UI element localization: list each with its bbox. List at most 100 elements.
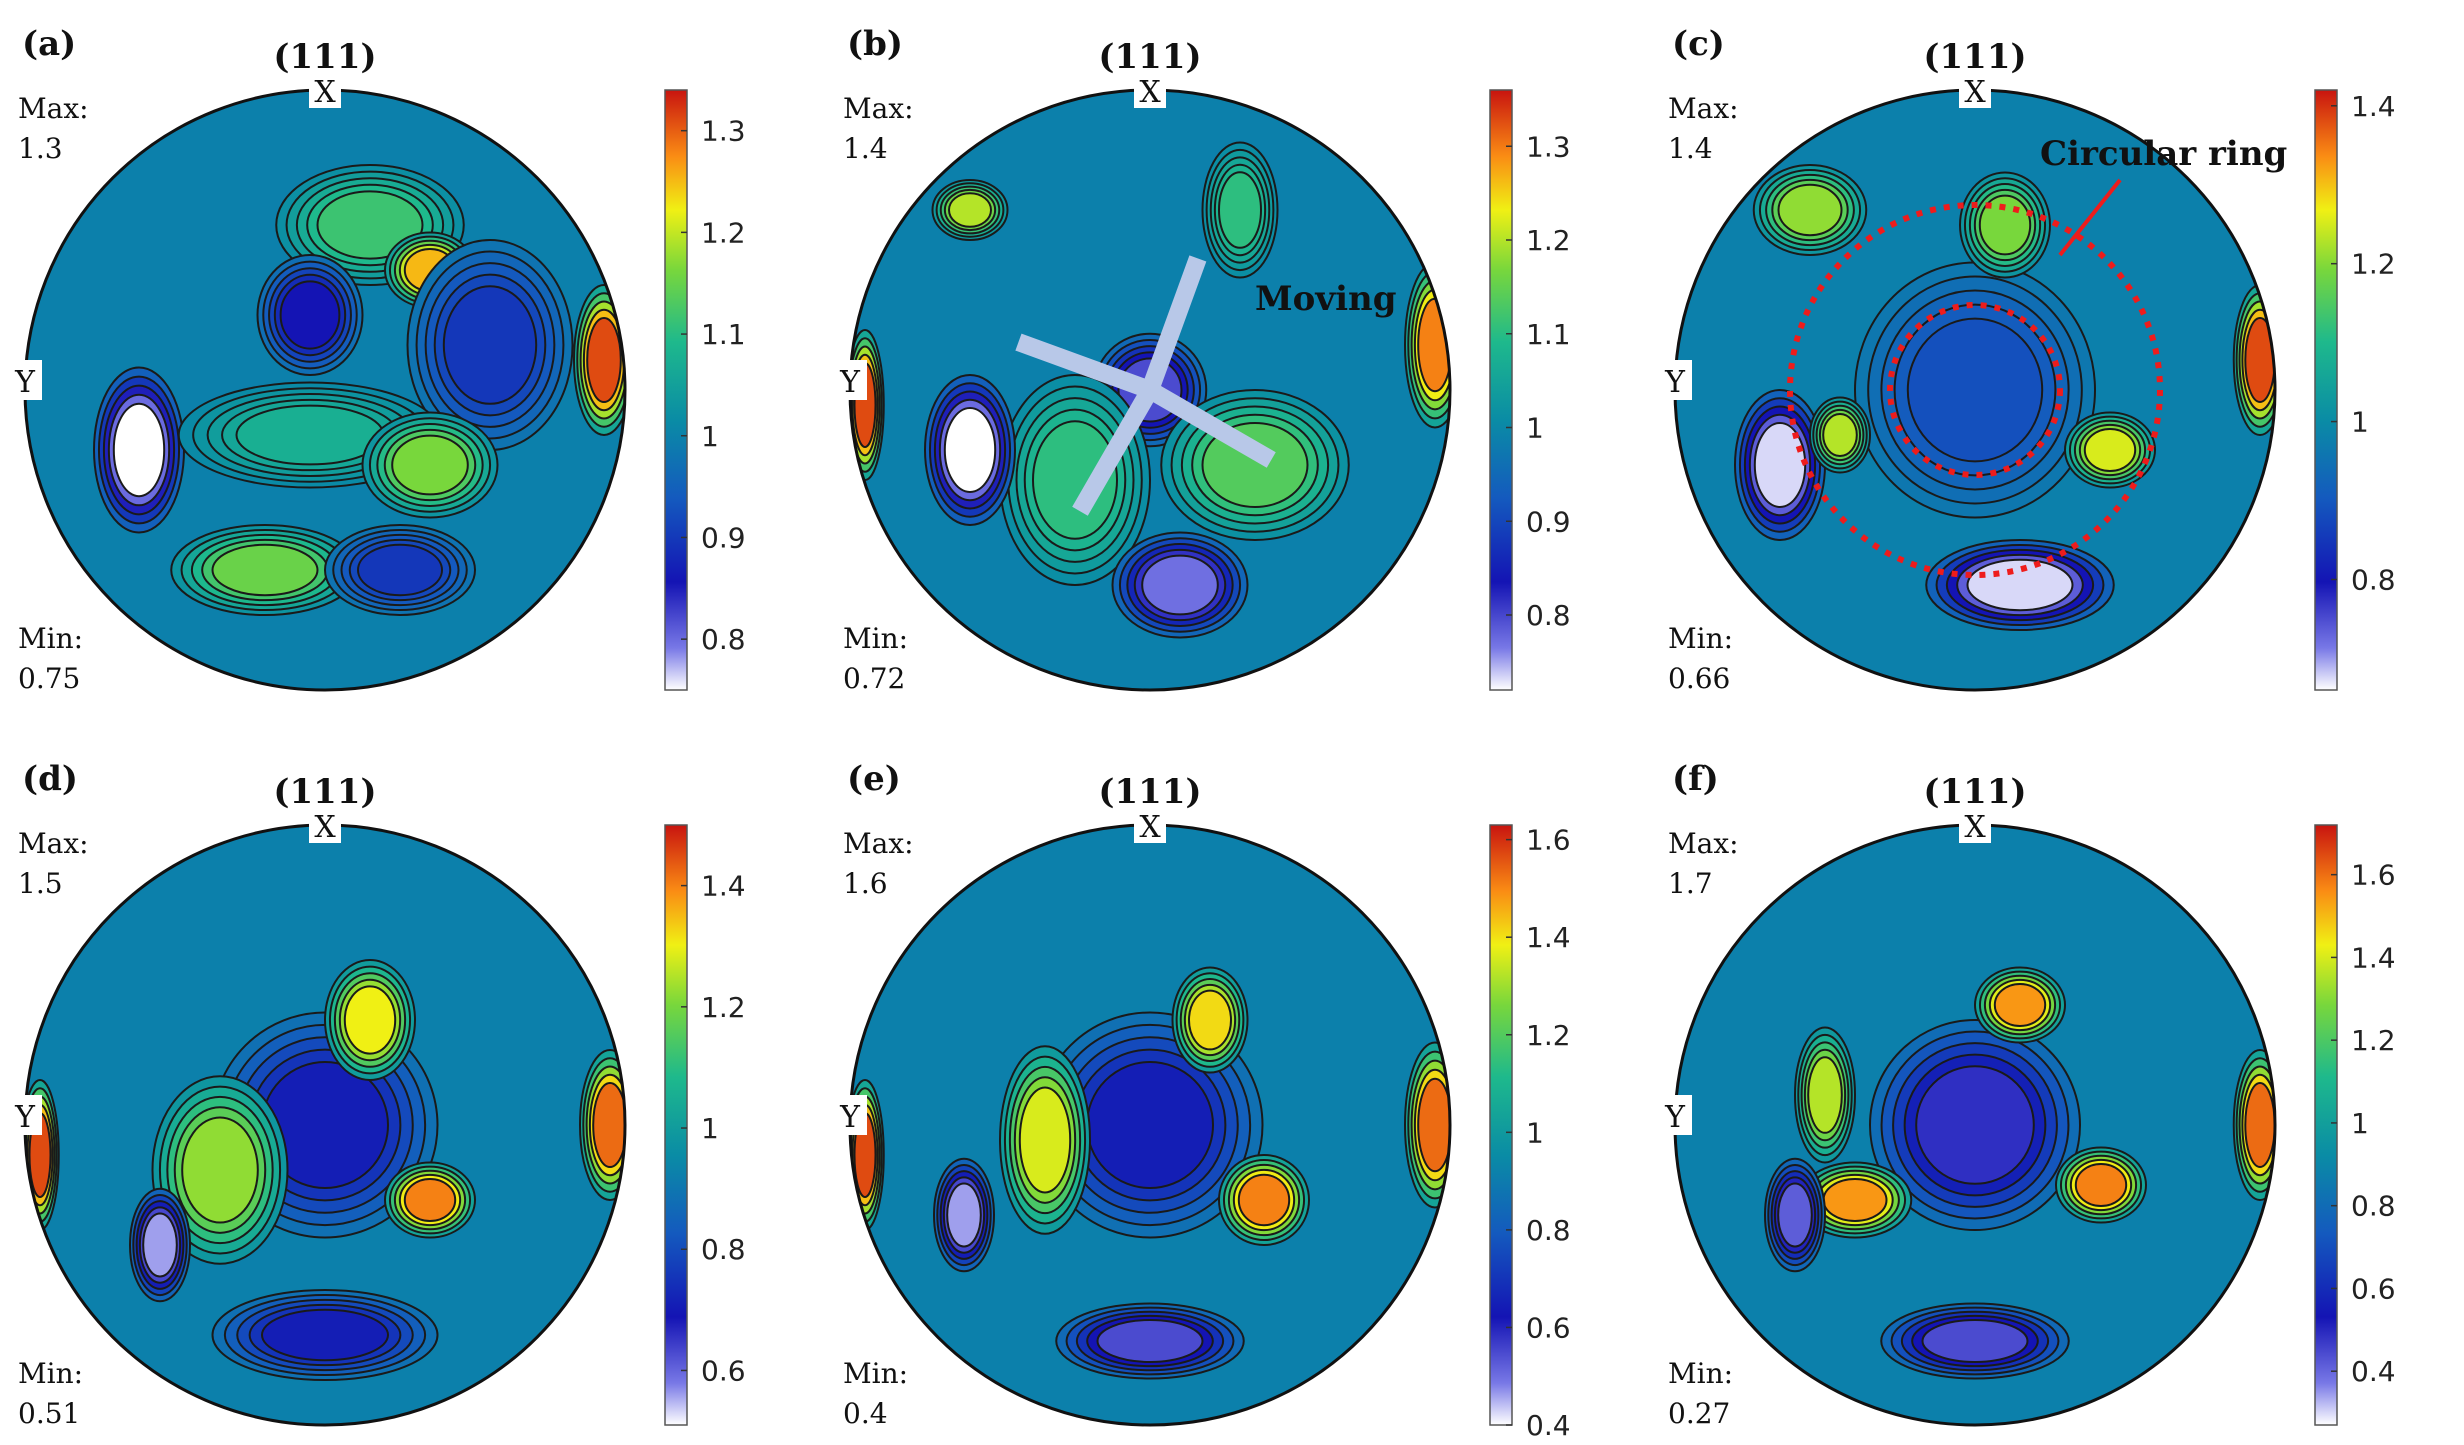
colorbar xyxy=(664,89,688,691)
pole-figure-svg: (d) (111)X Y Max: 1.5 Min: 0.51 1.4 1.2 1 0.8 0.6 xyxy=(8,759,746,1430)
pole-figure-svg: (c) (111)X Y Max: 1.4 Min: 0.66 Circular ring 1.… xyxy=(1658,24,2396,695)
colorbar-tick-label: 1 xyxy=(701,420,719,453)
panel-label: (b) xyxy=(847,24,903,64)
colorbar-tick-label: 1 xyxy=(1526,412,1544,445)
colorbar-tick-label: 0.8 xyxy=(701,1233,746,1266)
colorbar-tick-label: 1.2 xyxy=(2351,1024,2396,1057)
pole-figure-title: (111) xyxy=(1923,772,2026,812)
max-label: Max: xyxy=(843,92,914,125)
pole-figure-svg: (a) (111)X Y Max: 1.3 Min: 0.75 1.3 1.2 1.1 1 0.9 0.… xyxy=(8,24,746,695)
colorbar-tick-label: 0.4 xyxy=(2351,1355,2396,1388)
x-label-box xyxy=(1134,807,1166,843)
colorbar-tick-label: 1 xyxy=(2351,1107,2369,1140)
min-label: Min: xyxy=(843,622,908,655)
pole-figure-title: (111) xyxy=(1098,772,1201,812)
contour-region xyxy=(357,543,443,597)
contour-region xyxy=(1822,413,1858,457)
colorbar-tick-label: 0.8 xyxy=(2351,563,2396,596)
y-label-box xyxy=(8,1095,42,1135)
contour-region xyxy=(586,317,622,403)
y-axis-label: Y xyxy=(14,365,36,400)
colorbar-tick-label: 1.1 xyxy=(701,318,746,351)
min-value: 0.27 xyxy=(1668,1397,1730,1430)
min-label: Min: xyxy=(18,622,83,655)
y-axis-label: Y xyxy=(1664,365,1686,400)
y-label-box xyxy=(1658,360,1692,400)
x-axis-label: X xyxy=(1964,75,1986,110)
colorbar-tick-label: 1.6 xyxy=(2351,859,2396,892)
colorbar-tick-label: 1 xyxy=(701,1112,719,1145)
max-label: Max: xyxy=(18,92,89,125)
contour-region xyxy=(1966,558,2074,612)
colorbar-tick-label: 0.8 xyxy=(2351,1190,2396,1223)
y-axis-label: Y xyxy=(1664,1100,1686,1135)
pole-figure-title: (111) xyxy=(273,772,376,812)
pole-figure-panel: (c) (111) X Y Max: 1.4 Min: 0.66 Circular ring 1.… xyxy=(1650,0,2460,710)
contour-region xyxy=(316,190,424,260)
circular-ring-annotation: Circular ring xyxy=(2040,134,2287,174)
colorbar-tick-label: 1.2 xyxy=(2351,248,2396,281)
min-value: 0.75 xyxy=(18,662,80,695)
colorbar xyxy=(2314,89,2338,691)
pole-figure-panel: (b) (111) X Y Max: 1.4 Min: 0.72 Moving 1.3 1.2 1.1… xyxy=(825,0,1635,710)
contour-region xyxy=(943,407,997,493)
colorbar xyxy=(1489,824,1513,1426)
contour-region xyxy=(1822,1178,1888,1222)
contour-region xyxy=(391,434,469,496)
contour-region xyxy=(343,985,397,1055)
x-label-box xyxy=(1959,807,1991,843)
pole-figure-panel: (d) (111) X Y Max: 1.5 Min: 0.51 1.4 1.2 1 0.8 0.6 xyxy=(0,735,810,1445)
contour-region xyxy=(1032,420,1118,540)
pole-figure-panel: (f) (111) X Y Max: 1.7 Min: 0.27 1.6 1.4 1.2 1 0.8 0.… xyxy=(1650,735,2460,1445)
min-value: 0.66 xyxy=(1668,662,1730,695)
x-axis-label: X xyxy=(1139,810,1161,845)
annotation-arrow xyxy=(2058,178,2122,257)
colorbar-tick-label: 0.9 xyxy=(1526,505,1571,538)
max-value: 1.5 xyxy=(18,867,63,900)
colorbar-tick-label: 0.8 xyxy=(1526,599,1571,632)
outer-ring xyxy=(1787,202,2163,578)
contour-region xyxy=(1086,1061,1214,1189)
contour-region xyxy=(1915,1065,2035,1185)
colorbar xyxy=(664,824,688,1426)
colorbar-tick-label: 0.6 xyxy=(701,1354,746,1387)
pole-figure-title: (111) xyxy=(1923,37,2026,77)
max-label: Max: xyxy=(1668,827,1739,860)
moving-arrow xyxy=(1015,333,1154,399)
min-label: Min: xyxy=(18,1357,83,1390)
pole-figure-svg: (b) (111)X Y Max: 1.4 Min: 0.72 Moving 1.3 1.2 1.1… xyxy=(833,24,1571,695)
min-label: Min: xyxy=(843,1357,908,1390)
contour-region xyxy=(1921,1319,2029,1363)
x-axis-label: X xyxy=(314,75,336,110)
pole-figure-svg: (e) (111)X Y Max: 1.6 Min: 0.4 1.6 1.4 1.2 1 0.8 0.6… xyxy=(833,759,1571,1442)
contour-region xyxy=(235,404,385,466)
colorbar-tick-label: 1.2 xyxy=(701,991,746,1024)
contour-region xyxy=(2083,428,2137,472)
panel-label: (f) xyxy=(1672,759,1719,799)
inner-ring xyxy=(1887,302,2063,478)
contour-region xyxy=(181,1116,259,1224)
colorbar-tick-label: 0.8 xyxy=(1526,1214,1571,1247)
contour-region xyxy=(1018,1086,1072,1194)
y-axis-label: Y xyxy=(839,365,861,400)
max-value: 1.4 xyxy=(1668,132,1713,165)
panel-label: (a) xyxy=(22,24,76,64)
colorbar xyxy=(1489,89,1513,691)
colorbar-tick-label: 0.6 xyxy=(2351,1272,2396,1305)
contour-region xyxy=(1188,989,1232,1051)
max-value: 1.6 xyxy=(843,867,888,900)
colorbar-tick-label: 1.3 xyxy=(701,115,746,148)
colorbar-tick-label: 0.9 xyxy=(701,521,746,554)
panel-label: (e) xyxy=(847,759,901,799)
x-label-box xyxy=(1134,72,1166,108)
colorbar-tick-label: 1.4 xyxy=(2351,90,2396,123)
min-label: Min: xyxy=(1668,622,1733,655)
colorbar-tick-label: 1.4 xyxy=(701,870,746,903)
max-value: 1.3 xyxy=(18,132,63,165)
min-value: 0.4 xyxy=(843,1397,888,1430)
contour-region xyxy=(1777,1182,1813,1248)
contour-region xyxy=(112,402,166,498)
pole-figure-svg: (f) (111)X Y Max: 1.7 Min: 0.27 1.6 1.4 1.2 1 0.8 0.… xyxy=(1658,759,2396,1430)
contour-region xyxy=(1906,317,2044,463)
min-value: 0.72 xyxy=(843,662,905,695)
